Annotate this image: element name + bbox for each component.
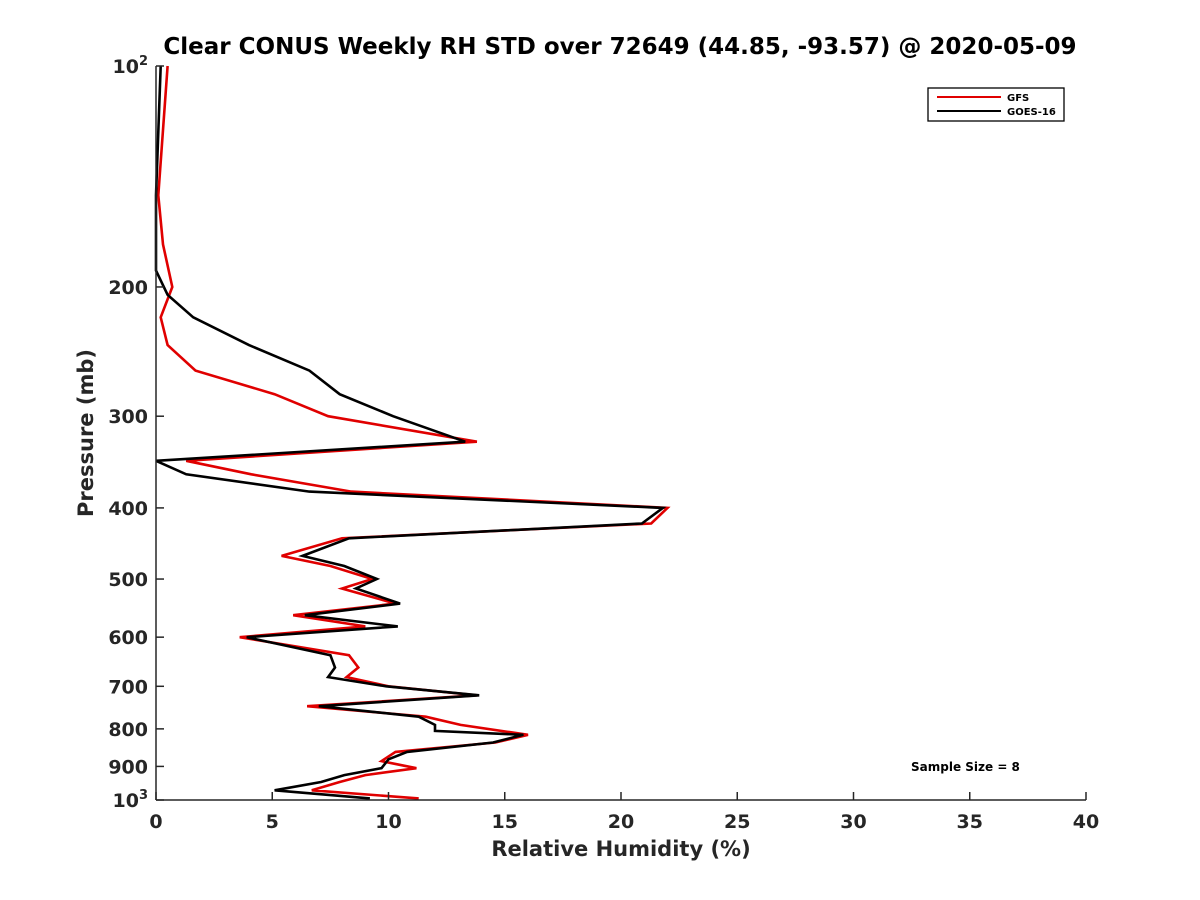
sample-size-annotation: Sample Size = 8	[911, 760, 1020, 774]
x-ticks: 0 5 10 15 20 25 30 35 40	[149, 792, 1099, 833]
y-tick-label: 102	[113, 54, 149, 78]
legend-label-goes16: GOES-16	[1007, 107, 1056, 118]
y-tick-label: 800	[108, 719, 148, 741]
x-tick-label: 0	[149, 811, 162, 833]
x-tick-label: 5	[266, 811, 279, 833]
y-tick-label: 200	[108, 277, 148, 299]
chart-title: Clear CONUS Weekly RH STD over 72649 (44…	[163, 34, 1076, 60]
y-tick-label: 700	[108, 676, 148, 698]
legend: GFS GOES-16	[927, 87, 1065, 122]
x-axis-label: Relative Humidity (%)	[491, 837, 750, 861]
legend-box	[927, 87, 1065, 122]
y-tick-label: 900	[108, 756, 148, 778]
y-tick-label: 500	[108, 569, 148, 591]
y-tick-label: 600	[108, 627, 148, 649]
y-axis-label: Pressure (mb)	[74, 349, 98, 517]
x-tick-label: 35	[957, 811, 983, 833]
x-tick-label: 10	[375, 811, 401, 833]
y-ticks: 102 200 300 400 500 600 700 800 900 103	[108, 54, 164, 812]
x-tick-label: 40	[1073, 811, 1099, 833]
series-line-goes16	[154, 65, 667, 800]
y-tick-label: 103	[113, 788, 149, 812]
series-layer	[154, 65, 671, 800]
y-tick-label: 300	[108, 406, 148, 428]
x-tick-label: 30	[840, 811, 866, 833]
y-tick-label: 400	[108, 498, 148, 520]
x-tick-label: 15	[492, 811, 518, 833]
axes	[155, 66, 1086, 801]
legend-label-gfs: GFS	[1007, 93, 1029, 104]
x-tick-label: 25	[724, 811, 750, 833]
x-tick-label: 20	[608, 811, 634, 833]
